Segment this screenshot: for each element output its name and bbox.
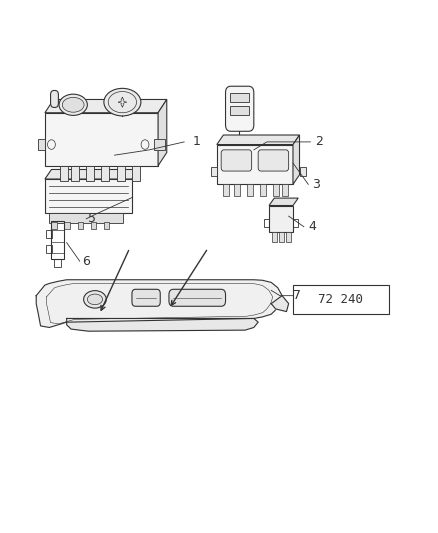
Polygon shape bbox=[293, 135, 300, 184]
Bar bbox=[117, 166, 124, 181]
FancyBboxPatch shape bbox=[258, 150, 289, 171]
Bar bbox=[78, 222, 83, 229]
Polygon shape bbox=[271, 296, 289, 312]
Bar bbox=[282, 184, 288, 196]
Bar bbox=[293, 285, 389, 314]
Bar bbox=[51, 222, 57, 229]
Bar bbox=[279, 232, 284, 241]
Bar bbox=[39, 139, 45, 150]
Bar bbox=[223, 184, 230, 196]
Polygon shape bbox=[45, 169, 138, 179]
Text: 72 240: 72 240 bbox=[318, 293, 364, 306]
Bar bbox=[272, 232, 277, 241]
Bar bbox=[60, 166, 68, 181]
Bar bbox=[45, 179, 132, 214]
Text: 2: 2 bbox=[315, 135, 323, 148]
Bar bbox=[234, 184, 240, 196]
FancyBboxPatch shape bbox=[169, 289, 226, 306]
Polygon shape bbox=[158, 100, 167, 166]
FancyBboxPatch shape bbox=[132, 289, 160, 306]
Text: 4: 4 bbox=[308, 220, 316, 233]
Bar bbox=[45, 113, 158, 166]
Ellipse shape bbox=[62, 98, 84, 112]
Polygon shape bbox=[67, 318, 258, 331]
Bar bbox=[230, 93, 249, 102]
Bar bbox=[64, 222, 70, 229]
Bar bbox=[102, 166, 110, 181]
Bar bbox=[230, 106, 249, 115]
FancyBboxPatch shape bbox=[50, 91, 58, 108]
Bar bbox=[273, 184, 279, 196]
Bar bbox=[293, 219, 298, 227]
Bar bbox=[71, 166, 79, 181]
Bar bbox=[91, 222, 96, 229]
Bar bbox=[247, 184, 253, 196]
Bar bbox=[269, 206, 293, 232]
FancyBboxPatch shape bbox=[221, 150, 252, 171]
Bar bbox=[86, 166, 94, 181]
Ellipse shape bbox=[104, 88, 141, 116]
Polygon shape bbox=[36, 280, 282, 327]
Polygon shape bbox=[45, 100, 167, 113]
Bar bbox=[300, 167, 306, 176]
Polygon shape bbox=[217, 135, 300, 144]
Text: 7: 7 bbox=[293, 289, 301, 302]
Text: 6: 6 bbox=[82, 255, 90, 268]
Ellipse shape bbox=[84, 290, 106, 308]
Ellipse shape bbox=[87, 294, 102, 305]
Bar bbox=[53, 259, 61, 266]
Bar bbox=[154, 139, 165, 150]
Polygon shape bbox=[269, 198, 298, 206]
Bar bbox=[132, 166, 140, 181]
Bar bbox=[217, 144, 293, 184]
Text: 3: 3 bbox=[313, 178, 321, 191]
Bar bbox=[51, 221, 64, 259]
Text: 5: 5 bbox=[88, 212, 96, 225]
Bar bbox=[286, 232, 291, 241]
Bar bbox=[264, 219, 269, 227]
Ellipse shape bbox=[59, 94, 87, 115]
Bar bbox=[46, 245, 52, 253]
Bar bbox=[49, 214, 123, 223]
Bar bbox=[260, 184, 266, 196]
Bar bbox=[104, 222, 110, 229]
Text: 1: 1 bbox=[193, 135, 201, 148]
Bar bbox=[211, 167, 217, 176]
Bar bbox=[46, 230, 52, 238]
FancyBboxPatch shape bbox=[226, 86, 254, 131]
